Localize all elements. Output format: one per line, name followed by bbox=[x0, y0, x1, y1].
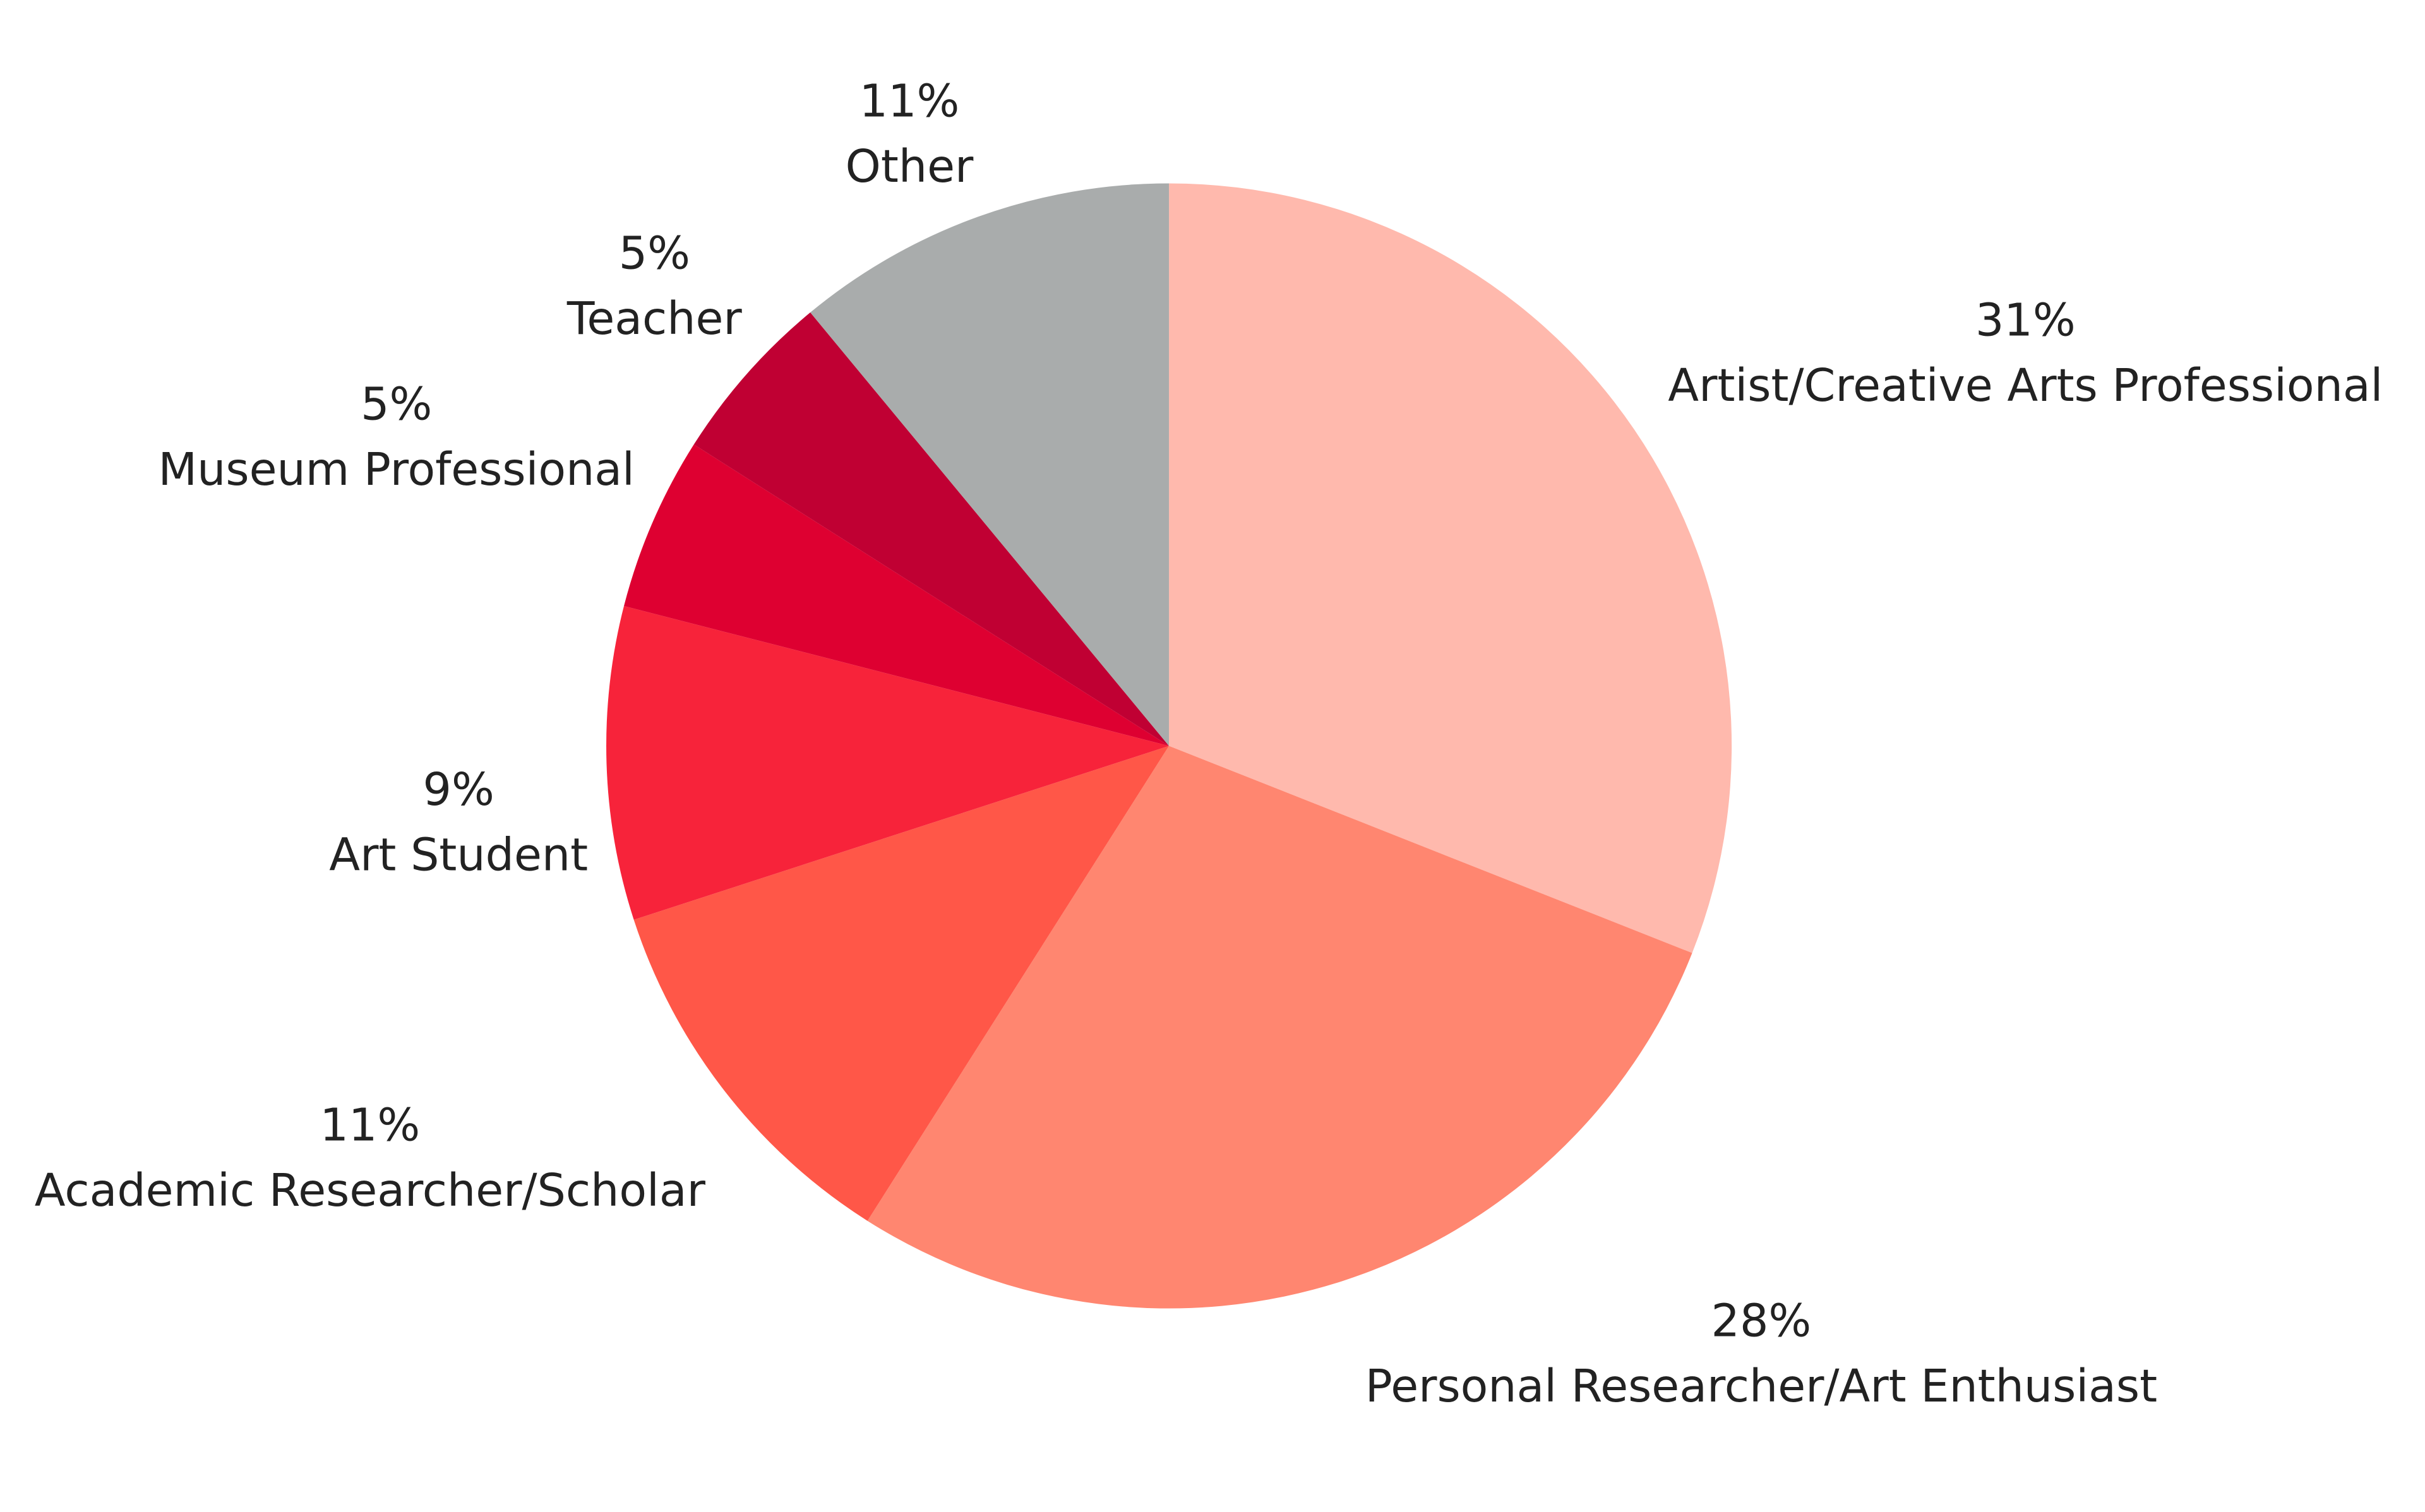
slice-percent-label: 11% bbox=[859, 74, 960, 127]
slice-percent-label: 9% bbox=[423, 763, 494, 816]
slice-category-label: Personal Researcher/Art Enthusiast bbox=[1365, 1360, 2157, 1412]
slice-percent-label: 5% bbox=[619, 227, 690, 280]
slice-percent-label: 28% bbox=[1711, 1295, 1812, 1347]
slice-category-label: Art Student bbox=[329, 828, 588, 881]
slice-percent-label: 31% bbox=[1975, 294, 2076, 347]
pie-slice bbox=[633, 746, 1170, 1221]
pie-slice bbox=[606, 605, 1170, 920]
pie-slice bbox=[867, 746, 1692, 1309]
slice-category-label: Artist/Creative Arts Professional bbox=[1668, 359, 2383, 412]
pie-slice bbox=[693, 312, 1170, 746]
slice-category-label: Museum Professional bbox=[159, 443, 635, 496]
pie-slice bbox=[810, 183, 1170, 746]
slice-percent-label: 5% bbox=[361, 378, 432, 430]
slice-category-label: Academic Researcher/Scholar bbox=[35, 1164, 706, 1217]
pie-slice bbox=[624, 444, 1170, 746]
slice-percent-label: 11% bbox=[320, 1099, 421, 1152]
slice-category-label: Other bbox=[846, 140, 974, 193]
pie-slice bbox=[1169, 183, 1732, 953]
slice-category-label: Teacher bbox=[566, 292, 743, 345]
